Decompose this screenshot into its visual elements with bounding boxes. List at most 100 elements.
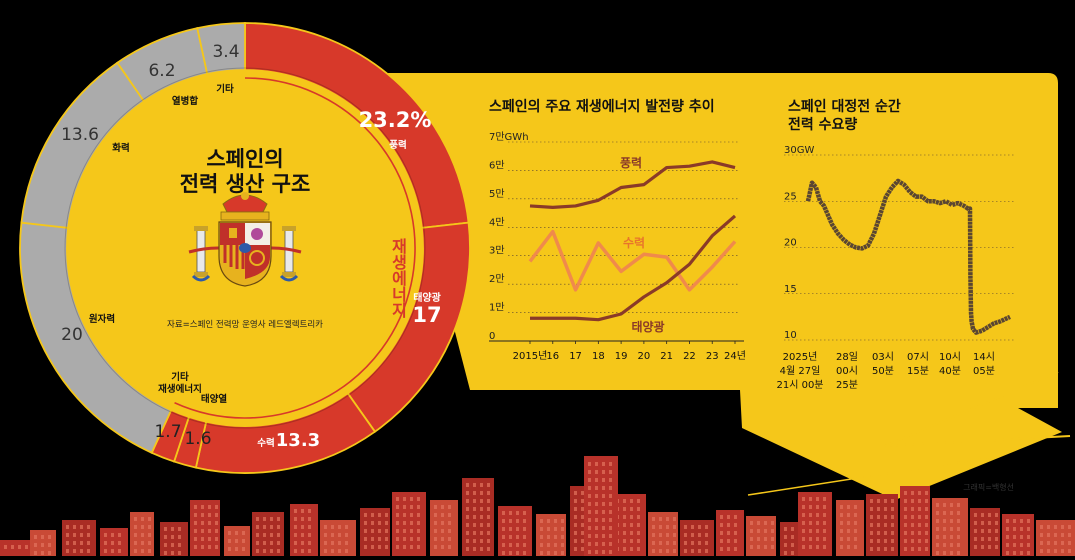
building-window <box>918 515 921 519</box>
building-window <box>802 529 805 533</box>
building-window <box>637 531 640 535</box>
building-window <box>609 542 612 546</box>
building-window <box>637 499 640 503</box>
building-window <box>194 505 197 509</box>
x-tick-label: 25분 <box>836 379 858 391</box>
building-window <box>66 541 69 545</box>
series-line <box>529 160 736 209</box>
skyline-building <box>0 540 30 556</box>
building-window <box>480 547 483 551</box>
building-window <box>561 527 564 531</box>
building-window <box>847 545 850 549</box>
building-window <box>171 535 174 539</box>
slice-value: 13.3 <box>276 430 320 451</box>
building-window <box>809 529 812 533</box>
building-window <box>918 531 921 535</box>
building-window <box>823 505 826 509</box>
building-window <box>403 537 406 541</box>
building-window <box>308 533 311 537</box>
building-window <box>417 513 420 517</box>
building-window <box>904 515 907 519</box>
building-window <box>791 527 794 531</box>
building-window <box>540 519 543 523</box>
building-window <box>141 517 144 521</box>
building-window <box>263 541 266 545</box>
building-window <box>936 551 939 555</box>
building-window <box>691 541 694 545</box>
building-window <box>840 545 843 549</box>
building-window <box>891 499 894 503</box>
building-window <box>277 541 280 545</box>
building-window <box>215 521 218 525</box>
building-window <box>141 525 144 529</box>
building-window <box>784 551 787 555</box>
y-axis-top-label: 30GW <box>784 145 814 156</box>
building-window <box>574 531 577 535</box>
city-skyline-decoration <box>0 456 1075 556</box>
building-window <box>691 533 694 537</box>
building-window <box>595 550 598 554</box>
building-window <box>574 539 577 543</box>
x-tick-label: 2025년 <box>783 351 818 363</box>
building-window <box>995 545 998 549</box>
building-window <box>256 525 259 529</box>
x-tick-label: 19 <box>615 351 628 362</box>
building-window <box>727 531 730 535</box>
building-window <box>547 527 550 531</box>
building-window <box>602 478 605 482</box>
building-window <box>988 529 991 533</box>
building-window <box>847 513 850 517</box>
building-window <box>581 491 584 495</box>
callout-arrow <box>388 73 1062 500</box>
building-window <box>840 529 843 533</box>
building-window <box>870 523 873 527</box>
building-window <box>823 537 826 541</box>
building-window <box>148 533 151 537</box>
y-tick-label: 0 <box>489 331 495 342</box>
building-window <box>87 541 90 545</box>
building-window <box>802 545 805 549</box>
building-window <box>466 491 469 495</box>
building-window <box>1027 543 1030 547</box>
building-window <box>602 534 605 538</box>
building-window <box>918 547 921 551</box>
building-window <box>673 525 676 529</box>
building-window <box>911 531 914 535</box>
x-tick-label: 17 <box>569 351 582 362</box>
building-window <box>331 533 334 537</box>
building-window <box>1013 535 1016 539</box>
building-window <box>396 497 399 501</box>
building-window <box>609 550 612 554</box>
building-window <box>410 537 413 541</box>
building-window <box>480 531 483 535</box>
building-window <box>540 535 543 539</box>
building-window <box>277 549 280 553</box>
building-window <box>891 515 894 519</box>
building-window <box>410 529 413 533</box>
building-window <box>870 539 873 543</box>
building-window <box>80 549 83 553</box>
building-window <box>891 531 894 535</box>
building-window <box>602 486 605 490</box>
slice-value: 23.2% <box>359 108 432 132</box>
building-window <box>995 529 998 533</box>
building-window <box>581 499 584 503</box>
building-window <box>764 521 767 525</box>
building-window <box>705 549 708 553</box>
building-window <box>11 545 14 549</box>
slice-value: 20 <box>61 325 83 345</box>
building-window <box>378 513 381 517</box>
building-window <box>228 547 231 551</box>
building-window <box>66 525 69 529</box>
building-window <box>974 537 977 541</box>
building-window <box>208 513 211 517</box>
building-window <box>201 513 204 517</box>
building-window <box>487 523 490 527</box>
building-window <box>1040 525 1043 529</box>
building-window <box>134 549 137 553</box>
building-window <box>918 491 921 495</box>
building-window <box>609 486 612 490</box>
building-window <box>734 531 737 535</box>
building-window <box>652 525 655 529</box>
slice-name: 기타 <box>171 371 189 383</box>
